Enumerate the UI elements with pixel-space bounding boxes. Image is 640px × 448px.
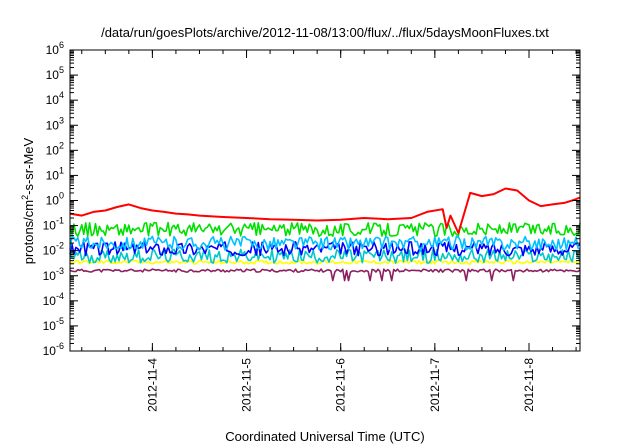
series-line-5 (69, 248, 581, 264)
y-tick-label: 100 (46, 191, 64, 208)
series-line-6 (69, 259, 581, 265)
y-tick-label: 101 (46, 165, 64, 182)
x-tick-label: 2012-11-4 (145, 358, 159, 412)
x-axis-ticks: 2012-11-4 2012-11-5 2012-11-6 2012-11-7 2012… (81, 50, 577, 412)
y-axis-ticks: 10-6 10-5 10-4 10-3 10-2 10-1 100 101 102 103 104 1… (43, 40, 580, 358)
y-tick-label: 10-5 (43, 316, 64, 333)
x-tick-label: 2012-11-6 (334, 358, 348, 412)
y-tick-label: 10-6 (43, 341, 64, 358)
x-tick-label: 2012-11-7 (428, 358, 442, 412)
plot-area: 10-6 10-5 10-4 10-3 10-2 10-1 100 101 102 103 104 1… (43, 40, 581, 412)
x-tick-label: 2012-11-5 (240, 358, 254, 412)
y-axis-label: protons/cm2-s-sr-MeV (20, 137, 36, 264)
series-line-4 (69, 241, 581, 257)
series-line-7 (69, 268, 581, 282)
y-axis-label-sup: 2 (20, 195, 30, 200)
y-tick-label: 106 (46, 40, 64, 57)
y-tick-label: 104 (46, 90, 64, 107)
y-axis-label-suffix: -s-sr-MeV (21, 137, 36, 194)
x-tick-label: 2012-11-8 (522, 358, 536, 412)
plot-frame (69, 49, 581, 352)
x-axis-label: Coordinated Universal Time (UTC) (225, 429, 424, 444)
series-line-3 (69, 235, 581, 251)
y-axis-label-prefix: protons/cm (21, 200, 36, 264)
series-line-2 (69, 221, 581, 238)
series-line-1 (69, 187, 581, 235)
y-tick-label: 102 (46, 140, 64, 157)
series-layer (69, 187, 581, 282)
y-tick-label: 10-3 (43, 266, 64, 283)
y-tick-label: 10-4 (43, 291, 64, 308)
y-tick-label: 10-2 (43, 241, 64, 258)
y-tick-label: 105 (46, 65, 64, 82)
chart-title: /data/run/goesPlots/archive/2012-11-08/1… (101, 25, 549, 40)
y-tick-label: 10-1 (43, 216, 64, 233)
y-tick-label: 103 (46, 115, 64, 132)
